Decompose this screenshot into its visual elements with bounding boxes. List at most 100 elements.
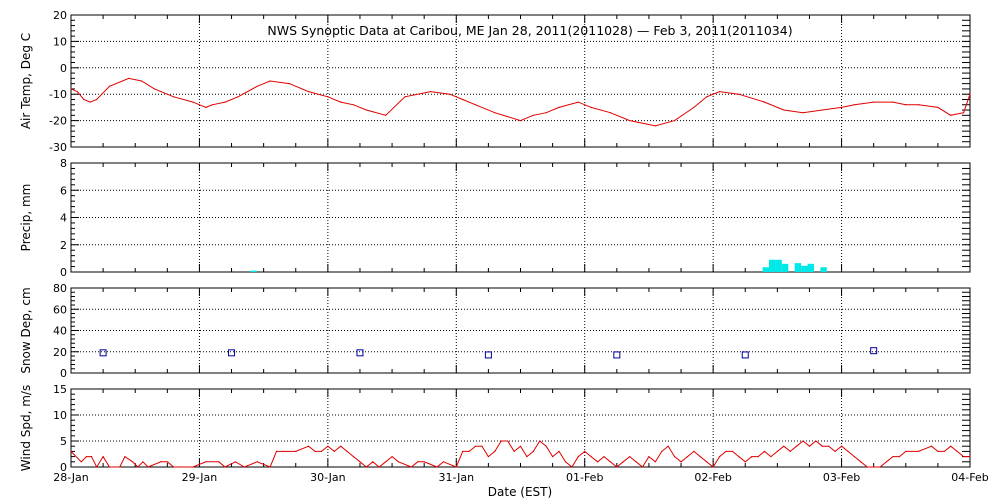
air-temp-point [141,80,143,82]
wind-speed-point [333,450,335,452]
wind-speed-point [667,445,669,447]
air-temp-point [558,106,560,108]
wind-speed-point [834,450,836,452]
air-temp-point [211,104,213,106]
y-axis-label: Precip, mm [19,184,33,252]
air-temp-point [905,104,907,106]
wind-speed-point [828,445,830,447]
wind-speed-point [436,466,438,468]
wind-speed-point [956,450,958,452]
wind-speed-point [365,466,367,468]
air-temp-point [821,109,823,111]
wind-speed-point [770,456,772,458]
wind-speed-point [962,456,965,458]
y-tick-label: -10 [49,88,67,101]
wind-speed-point [674,456,676,458]
air-temp-point [128,77,130,79]
precip-bar [775,259,782,272]
wind-speed-point [481,445,483,447]
wind-speed-point [545,445,547,447]
air-temp-point [83,98,85,101]
air-temp-point [96,98,98,101]
air-temp-point [173,96,175,98]
air-temp-point [519,120,522,122]
wind-speed-point [256,461,258,463]
wind-speed-point [584,450,586,452]
air-temp-point [783,109,785,111]
chart-title: NWS Synoptic Data at Caribou, ME Jan 28,… [267,23,792,38]
air-temp-point [352,104,355,106]
wind-speed-point [327,445,329,447]
wind-speed-point [930,445,933,447]
snow-depth-marker [484,351,492,359]
wind-speed-point [474,445,477,447]
air-temp-point [205,106,207,108]
wind-speed-point [507,440,509,442]
precip-bar [781,263,789,272]
wind-speed-point [307,445,310,447]
wind-speed-point [385,461,387,463]
air-temp-point [462,98,464,101]
x-tick-label: 02-Feb [694,471,731,484]
air-temp-point [545,112,547,114]
wind-speed-point [648,456,650,458]
air-temp-point [307,90,310,93]
air-temp-point [918,104,920,106]
wind-speed-point [969,456,971,458]
panel-3: 80 60 40 20 0 Snow Dep, cm [19,282,971,380]
air-temp-point [873,101,875,103]
wind-speed-point [564,461,567,463]
wind-speed-point [918,450,920,452]
wind-speed-point [751,456,753,458]
wind-speed-point [866,466,868,468]
wind-speed-point [142,461,144,463]
air-temp-point [474,104,477,106]
y-tick-label: 2 [60,239,67,252]
precip-bar [801,265,808,272]
wind-speed-point [224,466,226,468]
wind-speed-point [840,445,843,447]
wind-speed-point [519,445,522,447]
wind-speed-point [937,450,939,452]
wind-speed-point [340,445,342,447]
snow-depth-marker [228,349,236,357]
wind-speed-point [905,450,907,452]
wind-speed-point [295,450,297,452]
air-temp-point [718,90,721,93]
wind-speed-point [410,466,412,468]
x-tick-label: 28-Jan [53,471,89,484]
y-tick-label: 20 [53,346,67,359]
air-temp-point [340,101,342,103]
y-tick-label: 5 [60,435,67,448]
wind-speed-point [802,440,804,442]
air-temp-point [802,112,804,114]
panel-1: 20 10 0 -10 -20 -30 Air Temp, Deg C [19,9,971,154]
wind-speed-point [320,450,323,452]
wind-speed-point [603,456,605,458]
wind-speed-point [282,450,284,452]
air-temp-point [288,83,290,85]
wind-speed-point [166,461,168,463]
air-temp-point [706,96,708,98]
y-tick-label: 0 [60,266,67,279]
wind-speed-point [776,450,778,452]
precip-bar [762,267,770,272]
air-temp-point [693,106,695,108]
wind-speed-point [359,461,361,463]
wind-speed-point [462,450,464,452]
x-tick-label: 30-Jan [310,471,346,484]
wind-speed-point [757,456,759,458]
wind-speed-point [744,461,746,463]
wind-speed-point [577,456,579,458]
wind-speed-point [513,450,515,452]
snow-depth-marker [356,349,364,357]
wind-speed-point [96,466,98,468]
y-tick-label: 8 [60,157,67,170]
wind-speed-point [873,466,875,468]
wind-speed-point [487,456,489,458]
snow-depth-marker [870,347,878,355]
wind-speed-point [641,466,644,468]
wind-speed-point [539,440,541,442]
